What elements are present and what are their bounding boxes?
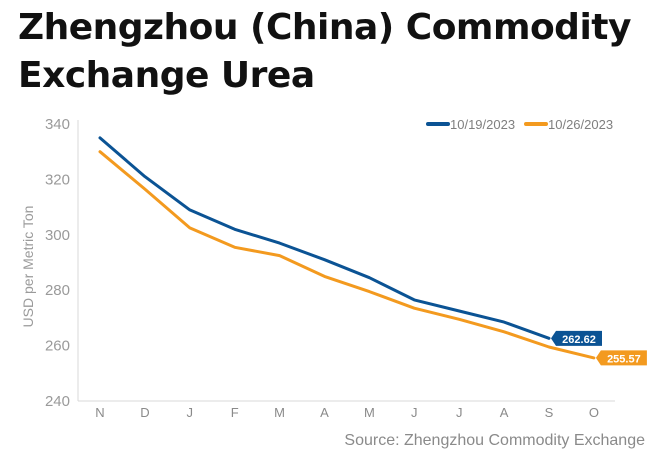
- y-tick-label: 280: [45, 282, 70, 299]
- y-tick-label: 300: [45, 227, 70, 244]
- x-tick-label: N: [95, 405, 104, 420]
- y-tick-label: 260: [45, 338, 70, 355]
- x-tick-label: S: [545, 405, 554, 420]
- x-tick-label: A: [500, 405, 509, 420]
- y-tick-label: 340: [45, 116, 70, 133]
- end-label-tag-2: [595, 350, 647, 366]
- x-tick-label: J: [456, 405, 463, 420]
- x-tick-label: M: [364, 405, 375, 420]
- x-tick-label: A: [320, 405, 329, 420]
- y-tick-label: 240: [45, 393, 70, 410]
- end-label-value-2: 255.57: [607, 353, 641, 365]
- legend: 10/19/2023 10/26/2023: [426, 117, 613, 132]
- x-tick-label: D: [140, 405, 149, 420]
- legend-label-1: 10/19/2023: [450, 117, 515, 132]
- series-line-1: [98, 136, 551, 340]
- y-axis-label: USD per Metric Ton: [20, 206, 36, 328]
- series-line-2: [98, 150, 596, 360]
- x-tick-label: F: [231, 405, 239, 420]
- source-note: Source: Zhengzhou Commodity Exchange: [344, 432, 645, 449]
- end-label-tag-1: [551, 330, 602, 346]
- chart-title: Zhengzhou (China) Commodity Exchange Ure…: [18, 7, 631, 96]
- x-tick-label: M: [274, 405, 285, 420]
- end-label-value-1: 262.62: [562, 334, 596, 346]
- end-value-labels: 262.62 255.57: [551, 330, 647, 366]
- x-tick-label: J: [411, 405, 418, 420]
- y-tick-labels: 240 260 280 300 320 340: [45, 116, 70, 410]
- y-tick-label: 320: [45, 171, 70, 188]
- x-tick-label: J: [187, 405, 194, 420]
- legend-label-2: 10/26/2023: [548, 117, 613, 132]
- x-tick-label: O: [589, 405, 599, 420]
- series-lines: [98, 136, 596, 360]
